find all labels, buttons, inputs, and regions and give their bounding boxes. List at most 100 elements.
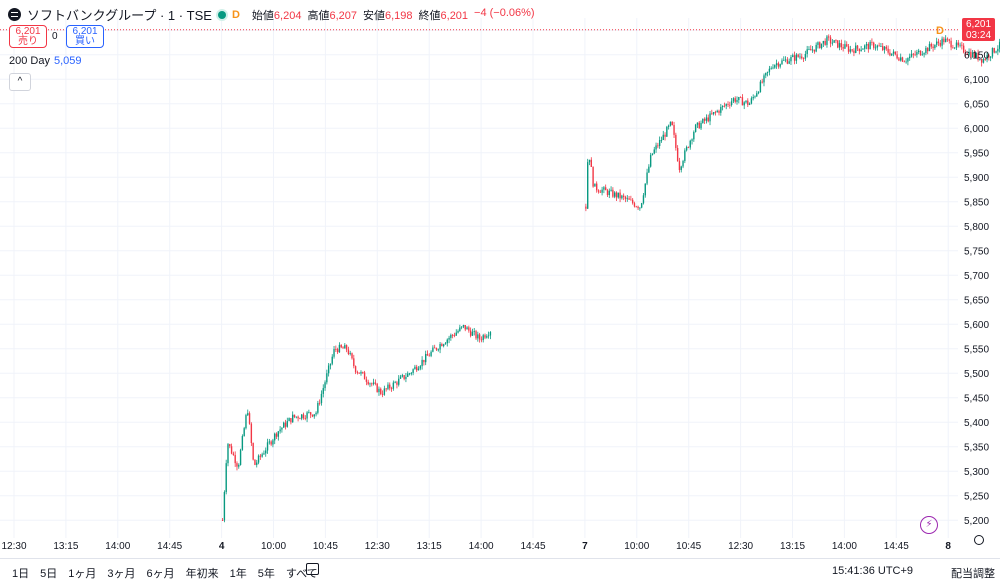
- collapse-legend-button[interactable]: ^: [9, 73, 31, 91]
- price-tick-label: 6,100: [964, 75, 989, 86]
- time-tick-label: 12:30: [728, 541, 753, 552]
- candle: [426, 350, 429, 356]
- high-value: 6,207: [329, 9, 357, 22]
- candle: [345, 344, 348, 353]
- candle: [439, 341, 441, 354]
- candle: [984, 57, 986, 61]
- candle: [770, 66, 772, 70]
- candle: [250, 422, 253, 446]
- gear-icon[interactable]: [974, 535, 984, 545]
- candle: [684, 148, 686, 164]
- candle: [916, 49, 918, 58]
- candle: [268, 438, 271, 445]
- candle: [390, 386, 393, 392]
- indicator-value: 5,059: [53, 55, 82, 67]
- range-button[interactable]: 5日: [40, 568, 58, 580]
- candle: [808, 46, 810, 51]
- time-tick-label: 4: [219, 541, 225, 552]
- sell-button[interactable]: 6,201 売り: [9, 25, 47, 48]
- candle: [988, 53, 990, 61]
- buy-button[interactable]: 6,201 買い: [66, 25, 104, 48]
- dividend-adjust-button[interactable]: 配当調整: [951, 568, 995, 580]
- price-axis[interactable]: 5,200 5,250 5,300 5,350 5,400 5,450 5,500 5,550…: [964, 26, 989, 527]
- candle: [437, 348, 439, 352]
- candle: [860, 45, 862, 52]
- candle: [691, 138, 693, 145]
- range-button[interactable]: すべて: [285, 568, 318, 580]
- candle: [840, 39, 843, 51]
- candle: [763, 73, 765, 87]
- candle: [462, 324, 465, 329]
- range-button[interactable]: 5年: [257, 568, 275, 580]
- candle: [865, 41, 868, 50]
- range-button[interactable]: 1日: [12, 568, 30, 580]
- candle: [416, 364, 418, 373]
- candle: [277, 430, 280, 441]
- candle: [349, 350, 351, 356]
- candle: [944, 35, 947, 43]
- candle: [862, 48, 864, 50]
- candle: [675, 132, 677, 151]
- candle: [433, 344, 436, 349]
- time-tick-label: 12:30: [365, 541, 390, 552]
- menu-icon[interactable]: [8, 8, 21, 21]
- candle: [326, 369, 328, 385]
- lightning-icon[interactable]: ⚡: [920, 516, 938, 534]
- range-button[interactable]: 3ヶ月: [107, 568, 136, 580]
- price-tick-label: 5,950: [964, 149, 989, 160]
- candle: [640, 202, 643, 209]
- candle: [822, 40, 825, 48]
- range-button[interactable]: 6ヶ月: [146, 568, 175, 580]
- candle: [757, 91, 760, 95]
- candle: [389, 382, 391, 391]
- candle: [896, 51, 898, 60]
- time-tick-label: 14:45: [157, 541, 182, 552]
- candle: [295, 416, 297, 419]
- candle: [236, 461, 238, 471]
- candle: [293, 414, 296, 419]
- data-delay-badge[interactable]: D: [231, 8, 240, 21]
- range-button[interactable]: 1ヶ月: [68, 568, 97, 580]
- candle: [980, 58, 983, 67]
- candle: [635, 205, 637, 208]
- candle: [869, 40, 871, 50]
- price-tick-label: 5,650: [964, 296, 989, 307]
- candle: [781, 58, 783, 65]
- candle: [646, 168, 648, 186]
- delay-marker[interactable]: D: [936, 25, 944, 37]
- price-tick-label: 5,800: [964, 222, 989, 233]
- candle: [766, 71, 769, 77]
- time-axis[interactable]: 12:30 13:15 14:00 14:45 4 10:00 10:45 12:30 13:1…: [1, 541, 951, 552]
- price-tick-label: 5,250: [964, 492, 989, 503]
- candle: [748, 102, 751, 106]
- price-tick-label: 5,750: [964, 247, 989, 258]
- price-tick-label: 6,150: [964, 51, 989, 62]
- candle: [743, 101, 745, 110]
- price-tick-label: 5,500: [964, 369, 989, 380]
- candle: [365, 376, 368, 386]
- price-tick-label: 5,300: [964, 467, 989, 478]
- candle: [734, 96, 736, 104]
- range-button[interactable]: 年初来: [185, 568, 219, 580]
- candle: [230, 443, 233, 455]
- symbol-title[interactable]: ソフトバンクグループ · 1 · TSE: [27, 8, 212, 23]
- candle: [761, 78, 763, 84]
- calendar-icon[interactable]: [306, 563, 319, 575]
- candle: [586, 158, 589, 210]
- range-button[interactable]: 1年: [229, 568, 247, 580]
- candle: [918, 48, 920, 55]
- candle: [851, 49, 853, 53]
- candle: [801, 53, 803, 60]
- candle: [900, 53, 902, 62]
- candle: [914, 50, 916, 57]
- candle: [247, 409, 249, 417]
- candle: [630, 195, 632, 201]
- candle: [435, 347, 438, 351]
- candle: [858, 48, 861, 55]
- candle: [707, 114, 709, 123]
- candle: [403, 374, 405, 381]
- indicator-legend[interactable]: 200 Day 5,059: [9, 55, 82, 67]
- indicator-name: 200 Day: [9, 55, 50, 67]
- candle: [720, 103, 722, 116]
